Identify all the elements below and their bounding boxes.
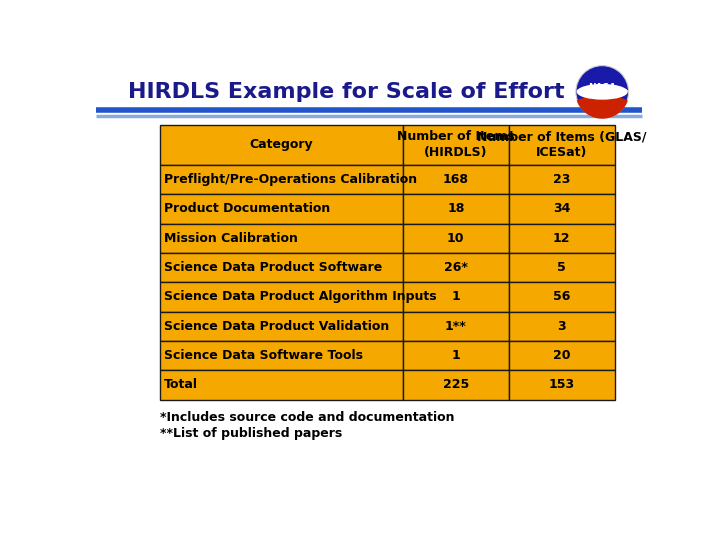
- Text: 56: 56: [553, 291, 570, 303]
- Text: 10: 10: [447, 232, 464, 245]
- Bar: [508, 312, 615, 341]
- Text: 1: 1: [451, 349, 460, 362]
- Text: Science Data Software Tools: Science Data Software Tools: [164, 349, 363, 362]
- Bar: [160, 370, 403, 400]
- Text: 1: 1: [451, 291, 460, 303]
- Bar: [403, 282, 508, 312]
- Bar: [403, 370, 508, 400]
- Text: 5: 5: [557, 261, 566, 274]
- Bar: [403, 125, 508, 165]
- Bar: [160, 194, 403, 224]
- Bar: [403, 312, 508, 341]
- Text: Total: Total: [164, 379, 198, 392]
- Text: Science Data Product Validation: Science Data Product Validation: [164, 320, 390, 333]
- Bar: [403, 341, 508, 370]
- Text: Number of Items (GLAS/
ICESat): Number of Items (GLAS/ ICESat): [477, 131, 647, 159]
- Bar: [508, 341, 615, 370]
- Bar: [403, 224, 508, 253]
- Polygon shape: [577, 92, 627, 118]
- Text: **List of published papers: **List of published papers: [160, 427, 342, 440]
- Bar: [508, 282, 615, 312]
- Bar: [160, 165, 403, 194]
- Text: Science Data Product Software: Science Data Product Software: [164, 261, 382, 274]
- Bar: [160, 312, 403, 341]
- Text: Preflight/Pre-Operations Calibration: Preflight/Pre-Operations Calibration: [164, 173, 418, 186]
- Bar: [160, 224, 403, 253]
- Text: *Includes source code and documentation: *Includes source code and documentation: [160, 411, 454, 424]
- Bar: [160, 282, 403, 312]
- Text: Science Data Product Algorithm Inputs: Science Data Product Algorithm Inputs: [164, 291, 437, 303]
- Bar: [508, 253, 615, 282]
- Text: 1**: 1**: [445, 320, 467, 333]
- Text: 12: 12: [553, 232, 570, 245]
- Text: 153: 153: [549, 379, 575, 392]
- Text: HIRDLS Example for Scale of Effort: HIRDLS Example for Scale of Effort: [128, 82, 565, 102]
- Ellipse shape: [577, 84, 628, 100]
- Bar: [508, 125, 615, 165]
- Text: NASA: NASA: [588, 83, 616, 92]
- Bar: [403, 253, 508, 282]
- Text: 23: 23: [553, 173, 570, 186]
- Text: 168: 168: [443, 173, 469, 186]
- Text: 34: 34: [553, 202, 570, 215]
- Ellipse shape: [576, 66, 629, 118]
- Bar: [160, 125, 403, 165]
- Text: 18: 18: [447, 202, 464, 215]
- Bar: [508, 194, 615, 224]
- Ellipse shape: [577, 87, 628, 93]
- Bar: [508, 165, 615, 194]
- Bar: [403, 194, 508, 224]
- Bar: [508, 224, 615, 253]
- Text: Product Documentation: Product Documentation: [164, 202, 330, 215]
- Text: 225: 225: [443, 379, 469, 392]
- Bar: [508, 370, 615, 400]
- Text: Number of Items
(HIRDLS): Number of Items (HIRDLS): [397, 131, 515, 159]
- Text: 3: 3: [557, 320, 566, 333]
- Text: Mission Calibration: Mission Calibration: [164, 232, 298, 245]
- Text: Category: Category: [250, 138, 313, 152]
- Bar: [160, 341, 403, 370]
- Bar: [403, 165, 508, 194]
- Text: 20: 20: [553, 349, 570, 362]
- Bar: [160, 253, 403, 282]
- Text: 26*: 26*: [444, 261, 468, 274]
